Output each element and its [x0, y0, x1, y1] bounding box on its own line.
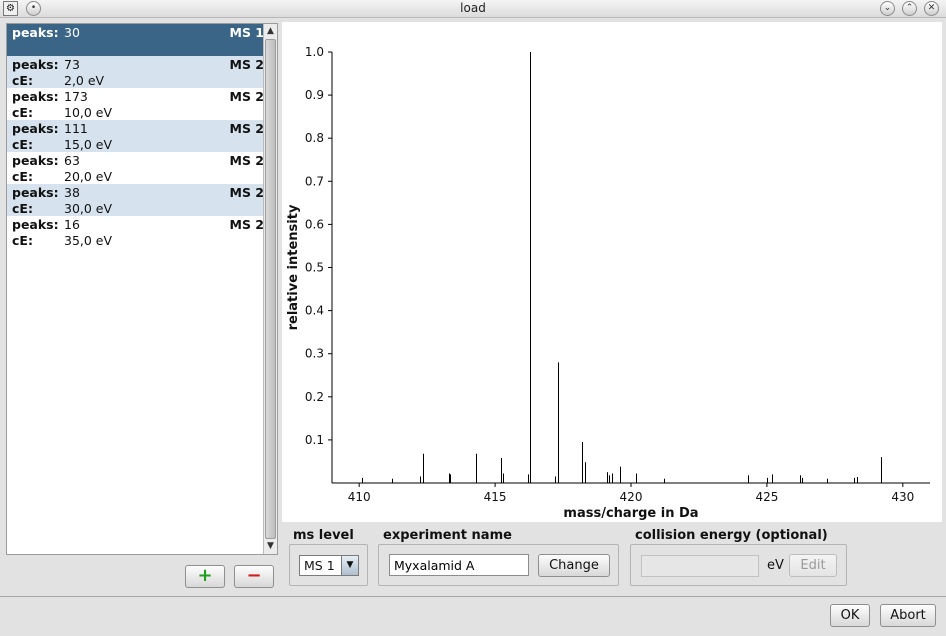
- peaks-key: peaks:: [12, 153, 59, 168]
- list-scrollbar[interactable]: ▲ ▼: [263, 24, 277, 554]
- y-tick-label: 0.2: [305, 390, 324, 404]
- ms-level-badge: MS 2: [229, 89, 265, 104]
- peaks-value: 63: [64, 153, 80, 168]
- edit-button[interactable]: Edit: [789, 554, 837, 577]
- experiment-name-input[interactable]: [389, 554, 529, 576]
- ce-key: cE:: [12, 73, 33, 88]
- ms-level-value: MS 1: [304, 558, 335, 573]
- x-tick-label: 425: [755, 490, 778, 504]
- maximize-button[interactable]: ⌃: [902, 1, 917, 16]
- ce-value: 20,0 eV: [64, 169, 113, 184]
- peaks-value: 30: [64, 25, 80, 40]
- y-tick-label: 0.9: [305, 88, 324, 102]
- x-axis-label: mass/charge in Da: [563, 506, 698, 521]
- peaks-key: peaks:: [12, 89, 59, 104]
- ms-level-badge: MS 2: [229, 57, 265, 72]
- y-tick-label: 0.4: [305, 304, 324, 318]
- ms-level-badge: MS 1: [229, 25, 265, 40]
- peaks-key: peaks:: [12, 57, 59, 72]
- ms-level-badge: MS 2: [229, 185, 265, 200]
- ce-key: cE:: [12, 137, 33, 152]
- title-bar: ⚙ • load ⌄ ⌃ ✕: [0, 0, 946, 18]
- window-menu-button[interactable]: •: [26, 1, 41, 16]
- scroll-down-icon[interactable]: ▼: [267, 541, 274, 551]
- footer-divider: [0, 596, 946, 597]
- spectrum-list-item[interactable]: peaks: 173 MS 2 cE: 10,0 eV: [7, 88, 264, 120]
- peaks-key: peaks:: [12, 121, 59, 136]
- spectrum-list-item[interactable]: peaks: 63 MS 2 cE: 20,0 eV: [7, 152, 264, 184]
- ce-value: 30,0 eV: [64, 201, 113, 216]
- experiment-name-label: experiment name: [383, 528, 512, 543]
- spectrum-list-item[interactable]: peaks: 111 MS 2 cE: 15,0 eV: [7, 120, 264, 152]
- x-tick-label: 410: [348, 490, 371, 504]
- ms-level-label: ms level: [293, 528, 354, 543]
- ms-level-badge: MS 2: [229, 121, 265, 136]
- ce-key: cE:: [12, 169, 33, 184]
- peaks-value: 38: [64, 185, 80, 200]
- ce-value: 15,0 eV: [64, 137, 113, 152]
- ev-unit-label: eV: [767, 558, 784, 573]
- spectrum-chart-svg: 0.1 0.2 0.3 0.4 0.5 0.6 0.7 0.8 0.9 1.0 410 415 420 4…: [286, 45, 930, 521]
- ce-value: 2,0 eV: [64, 73, 105, 88]
- ce-key: cE:: [12, 201, 33, 216]
- ms-level-group: [289, 544, 368, 586]
- remove-spectrum-button[interactable]: −: [234, 565, 274, 588]
- spectra-list-panel: peaks: 30 MS 1 peaks: 73 MS 2 cE: 2,0 eV peaks: 1…: [6, 23, 278, 555]
- abort-button[interactable]: Abort: [880, 604, 936, 627]
- close-button[interactable]: ✕: [924, 1, 939, 16]
- y-tick-label: 0.7: [305, 174, 324, 188]
- spectrum-chart: 0.1 0.2 0.3 0.4 0.5 0.6 0.7 0.8 0.9 1.0 410 415 420 4…: [282, 22, 942, 522]
- spectra-list: peaks: 30 MS 1 peaks: 73 MS 2 cE: 2,0 eV peaks: 1…: [7, 24, 264, 554]
- ms-level-select[interactable]: MS 1 ▼: [299, 555, 359, 576]
- peaks-value: 173: [64, 89, 88, 104]
- y-tick-label: 0.1: [305, 433, 324, 447]
- scroll-up-icon[interactable]: ▲: [267, 26, 274, 36]
- peaks-key: peaks:: [12, 185, 59, 200]
- app-icon[interactable]: ⚙: [3, 1, 18, 16]
- y-tick-label: 1.0: [305, 45, 324, 59]
- ce-key: cE:: [12, 105, 33, 120]
- y-tick-label: 0.6: [305, 217, 324, 231]
- ms-level-badge: MS 2: [229, 217, 265, 232]
- ms-level-badge: MS 2: [229, 153, 265, 168]
- ok-button[interactable]: OK: [830, 604, 870, 627]
- spectrum-list-item[interactable]: peaks: 38 MS 2 cE: 30,0 eV: [7, 184, 264, 216]
- spectrum-list-item[interactable]: peaks: 16 MS 2 cE: 35,0 eV: [7, 216, 264, 248]
- y-tick-label: 0.8: [305, 131, 324, 145]
- peaks-value: 16: [64, 217, 80, 232]
- dropdown-arrow-icon[interactable]: ▼: [341, 556, 358, 575]
- collision-energy-input[interactable]: [641, 555, 759, 577]
- collision-energy-label: collision energy (optional): [635, 528, 828, 543]
- peaks-value: 73: [64, 57, 80, 72]
- y-axis-label: relative intensity: [286, 204, 301, 330]
- peaks-key: peaks:: [12, 25, 59, 40]
- spectrum-list-item[interactable]: peaks: 73 MS 2 cE: 2,0 eV: [7, 56, 264, 88]
- ce-value: 10,0 eV: [64, 105, 113, 120]
- x-tick-label: 430: [891, 490, 914, 504]
- window-title: load: [460, 1, 486, 15]
- peaks-value: 111: [64, 121, 88, 136]
- ce-value: 35,0 eV: [64, 233, 113, 248]
- y-tick-label: 0.5: [305, 261, 324, 275]
- add-spectrum-button[interactable]: +: [185, 565, 225, 588]
- peaks-key: peaks:: [12, 217, 59, 232]
- x-tick-label: 420: [620, 490, 643, 504]
- ce-key: cE:: [12, 233, 33, 248]
- scroll-thumb[interactable]: [265, 39, 276, 539]
- x-tick-label: 415: [484, 490, 507, 504]
- experiment-name-group: [378, 544, 619, 586]
- y-tick-label: 0.3: [305, 347, 324, 361]
- change-button[interactable]: Change: [538, 554, 610, 577]
- spectrum-list-item[interactable]: peaks: 30 MS 1: [7, 24, 264, 56]
- collision-energy-group: [630, 544, 847, 586]
- minimize-button[interactable]: ⌄: [880, 1, 895, 16]
